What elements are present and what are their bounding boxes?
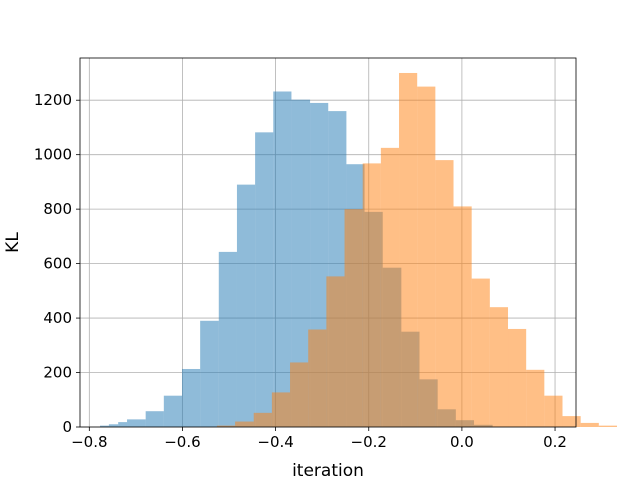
- histogram-bar-series1-10: [255, 132, 274, 427]
- histogram-bar-series1-6: [181, 368, 201, 427]
- histogram-bar-series2-16: [508, 328, 527, 427]
- histogram-bar-series1-2: [118, 422, 128, 427]
- y-tick-label-2: 400: [43, 309, 72, 327]
- histogram-bar-series2-7: [344, 209, 363, 427]
- histogram-bar-series2-17: [526, 369, 545, 427]
- histogram-bar-series1-7: [200, 320, 219, 427]
- histogram-bar-series2-9: [380, 147, 400, 427]
- histogram-bar-series2-12: [435, 160, 454, 427]
- y-tick-label-6: 1200: [34, 91, 72, 109]
- bars-layer: [100, 72, 617, 428]
- histogram-bar-series2-5: [308, 329, 327, 427]
- x-tick-label-2: −0.4: [257, 433, 293, 451]
- histogram-bar-series1-12: [291, 99, 311, 427]
- x-tick-label-4: 0.0: [450, 433, 474, 451]
- histogram-bar-series1-11: [273, 91, 292, 427]
- y-tick-label-0: 0: [62, 418, 72, 436]
- histogram-bar-series2-8: [362, 163, 381, 428]
- histogram-bar-series2-14: [471, 278, 490, 427]
- histogram-bar-series2-11: [417, 86, 436, 428]
- histogram-bar-series1-1: [108, 424, 119, 427]
- y-tick-label-5: 1000: [34, 146, 72, 164]
- x-tick-label-1: −0.6: [164, 433, 200, 451]
- histogram-bar-series2-13: [453, 206, 472, 427]
- x-axis-label: iteration: [292, 461, 364, 480]
- histogram-bar-series2-19: [562, 416, 581, 427]
- y-tick-label-1: 200: [43, 364, 72, 382]
- histogram-bar-series2-4: [290, 362, 309, 427]
- ticks-layer: −0.8 −0.6 −0.4 −0.2 0.0 0.2 0 200 400 600 800 1000 1…: [34, 91, 567, 451]
- histogram-bar-series2-15: [489, 307, 509, 427]
- histogram-bar-series1-5: [163, 395, 182, 427]
- histogram-bar-series1-0: [100, 425, 109, 427]
- histogram-bar-series2-3: [271, 392, 291, 427]
- y-axis-label: KL: [3, 232, 23, 253]
- histogram-bar-series1-3: [127, 419, 146, 427]
- plot-frame: [79, 57, 577, 428]
- histogram-bar-series2-1: [235, 421, 254, 427]
- histogram-bar-series1-9: [236, 184, 256, 427]
- histogram-bar-series2-6: [326, 276, 345, 427]
- histogram-bar-series2-20: [580, 422, 599, 427]
- y-tick-label-3: 600: [43, 255, 72, 273]
- y-tick-label-4: 800: [43, 200, 72, 218]
- histogram-bar-series2-18: [544, 395, 563, 427]
- histogram-bar-series2-21: [598, 425, 617, 427]
- histogram-bar-series2-2: [253, 412, 272, 427]
- x-tick-label-0: −0.8: [71, 433, 107, 451]
- histogram-bar-series2-10: [399, 72, 418, 428]
- x-tick-label-5: 0.2: [543, 433, 567, 451]
- histogram-bar-series1-4: [145, 411, 164, 427]
- x-tick-label-3: −0.2: [351, 433, 387, 451]
- histogram-bar-series2-0: [216, 425, 236, 427]
- histogram-bar-series1-8: [218, 251, 237, 427]
